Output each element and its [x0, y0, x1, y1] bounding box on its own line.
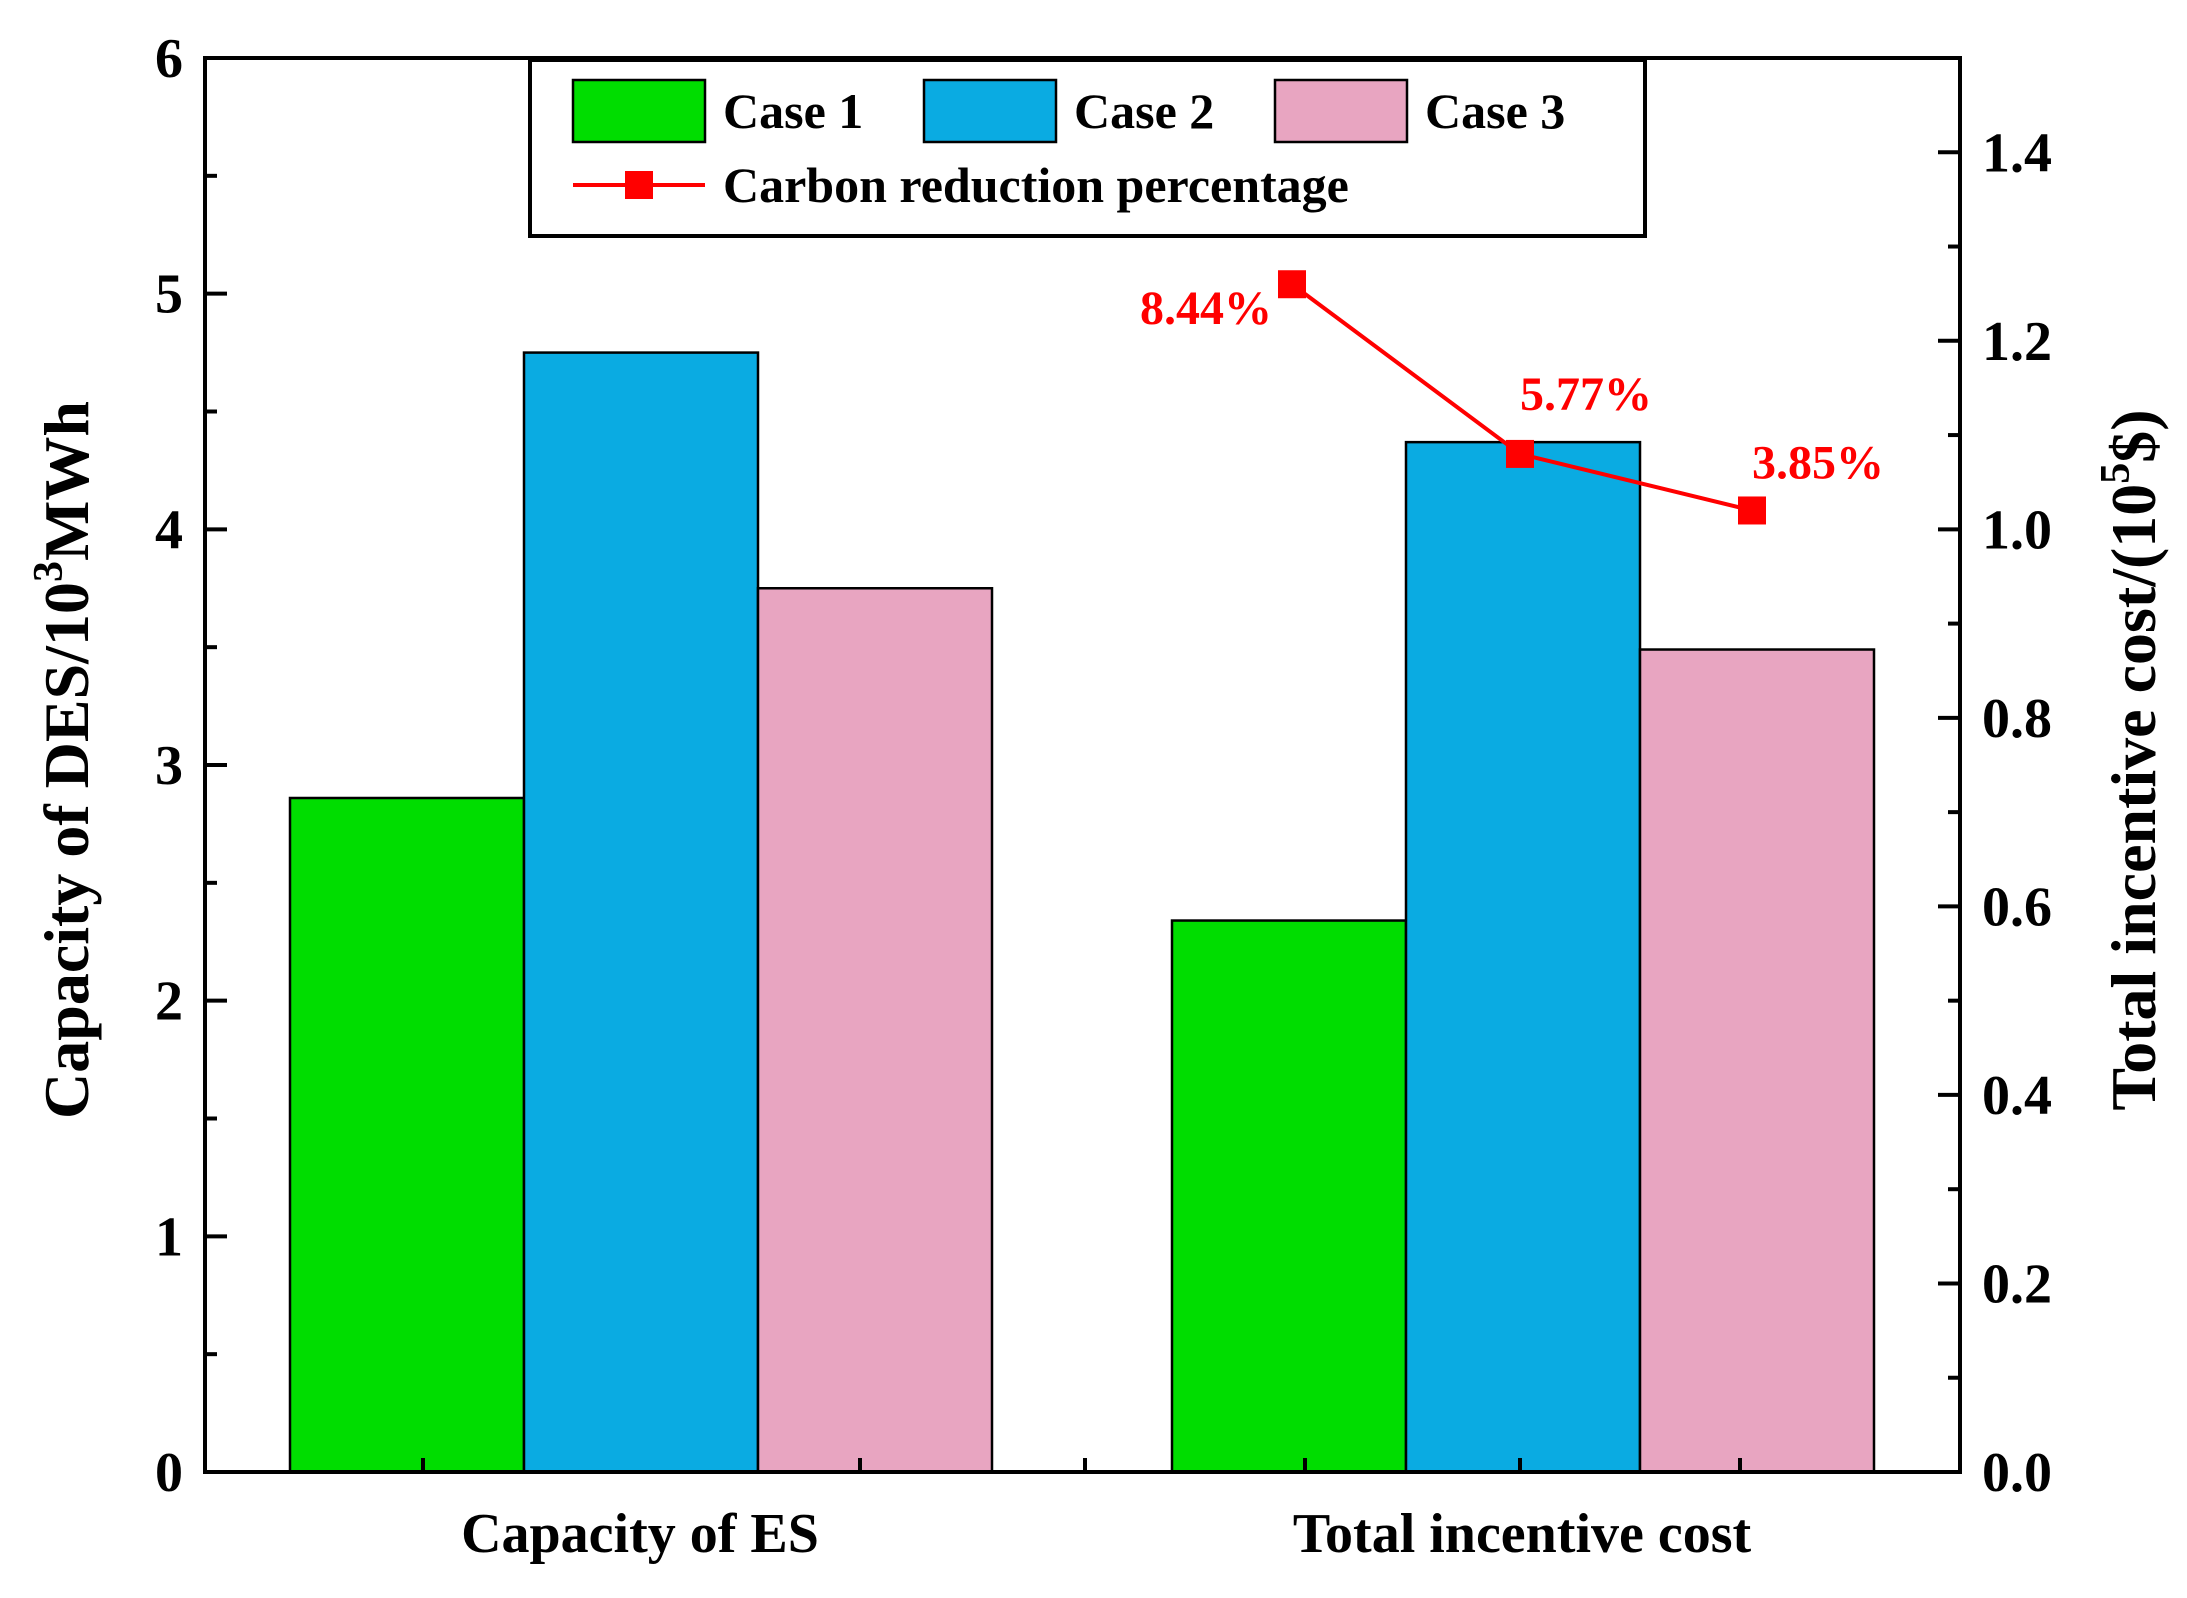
- legend-label-case-1: Case 1: [723, 83, 863, 139]
- legend-swatch-case-3: [1273, 78, 1409, 144]
- legend-line-marker: [625, 171, 653, 199]
- legend-box: [528, 58, 1647, 238]
- bar-case-3-total-incentive-cost: [1638, 648, 1876, 1474]
- left-axis-tick-label: 2: [155, 971, 183, 1033]
- left-axis-tick-label: 3: [155, 735, 183, 797]
- carbon-reduction-label: 8.44%: [1140, 282, 1272, 335]
- right-axis-tick-label: 1.4: [1982, 122, 2052, 184]
- left-axis-tick-label: 4: [155, 499, 183, 561]
- legend-label-case-3: Case 3: [1425, 83, 1565, 139]
- carbon-reduction-marker: [1278, 270, 1306, 299]
- left-axis-tick-label: 6: [155, 28, 183, 90]
- bar-case-3-capacity-of-es: [756, 587, 994, 1474]
- left-axis-tick-label: 5: [155, 264, 183, 326]
- legend: Case 1 Case 2 Case 3 Carbon reduction perce…: [528, 58, 1647, 238]
- right-axis-tick-label: 1.0: [1982, 499, 2052, 561]
- right-axis-tick-label: 1.2: [1982, 311, 2052, 373]
- right-axis-tick-label: 0.8: [1982, 688, 2052, 750]
- right-axis-title: Total incentive cost/(105$): [2093, 409, 2169, 1110]
- left-axis-tick-label: 1: [155, 1206, 183, 1268]
- right-axis-tick-label: 0.6: [1982, 876, 2052, 938]
- left-axis-tick-label: 0: [155, 1442, 183, 1504]
- bars-layer: [288, 351, 1876, 1474]
- carbon-reduction-label: 3.85%: [1752, 436, 1884, 489]
- carbon-reduction-marker: [1738, 496, 1766, 525]
- left-axis-title: Capacity of DES/103MWh: [26, 401, 102, 1119]
- bar-case-1-total-incentive-cost: [1170, 919, 1408, 1474]
- bar-case-1-capacity-of-es: [288, 796, 526, 1474]
- x-axis-category-label: Total incentive cost: [1293, 1503, 1752, 1565]
- line-series-layer: 8.44% 5.77% 3.85%: [1140, 270, 1884, 525]
- right-axis-tick-label: 0.2: [1982, 1253, 2052, 1315]
- carbon-reduction-marker: [1506, 439, 1534, 468]
- axes-layer: 0 1 2 3 4 5 6 0.0 0.2 0.4 0.6 0.8 1.0 1.2 1.4 Capacity …: [26, 28, 2169, 1565]
- legend-swatch-case-1: [571, 78, 707, 144]
- legend-swatch-case-2: [922, 78, 1058, 144]
- x-axis-category-label: Capacity of ES: [461, 1503, 819, 1565]
- right-axis-tick-label: 0.4: [1982, 1065, 2052, 1127]
- right-axis-tick-label: 0.0: [1982, 1442, 2052, 1504]
- carbon-reduction-label: 5.77%: [1520, 368, 1652, 421]
- bar-case-2-total-incentive-cost: [1404, 440, 1642, 1474]
- legend-label-carbon-reduction: Carbon reduction percentage: [723, 157, 1349, 213]
- bar-case-2-capacity-of-es: [522, 351, 760, 1474]
- legend-label-case-2: Case 2: [1074, 83, 1214, 139]
